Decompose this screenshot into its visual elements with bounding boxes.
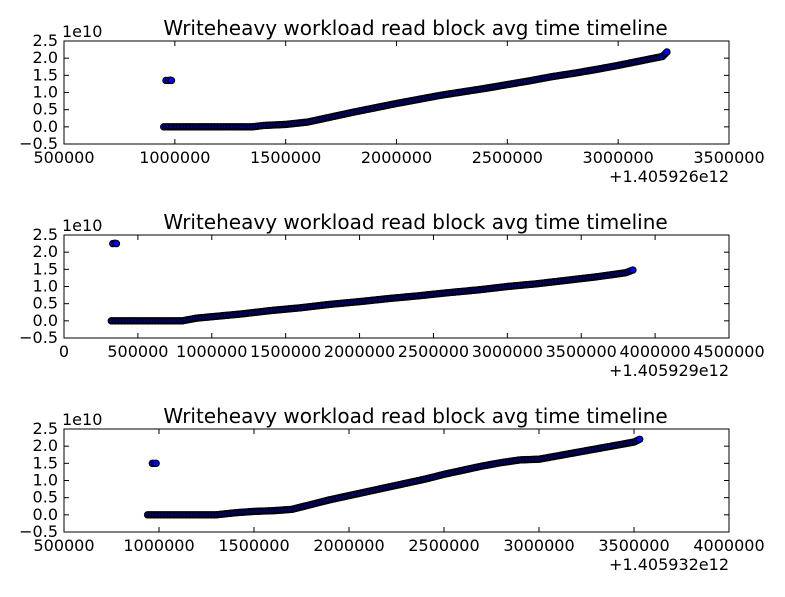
outlier-point — [152, 459, 160, 468]
y-tick-label: 2.5 — [33, 225, 58, 244]
x-tick-label: 3500000 — [546, 342, 617, 361]
y-tick-label: 0.5 — [33, 100, 58, 119]
chart-panel-3: Writeheavy workload read block avg time … — [19, 404, 764, 574]
x-tick-label: 2500000 — [408, 536, 479, 555]
x-tick-label: 2500000 — [472, 148, 543, 167]
x-tick-label: 3500000 — [693, 148, 764, 167]
x-tick-label: 3000000 — [472, 342, 543, 361]
x-tick-label: 1500000 — [250, 148, 321, 167]
x-tick-label: 2000000 — [361, 148, 432, 167]
y-tick-label: 0.0 — [33, 311, 58, 330]
x-offset-label: +1.405929e12 — [609, 361, 729, 380]
x-offset-label: +1.405932e12 — [609, 555, 729, 574]
data-point — [636, 435, 644, 443]
y-scale-label: 1e10 — [62, 410, 102, 429]
y-scale-label: 1e10 — [62, 22, 102, 41]
y-tick-label: 0.0 — [33, 505, 58, 524]
y-tick-label: 1.0 — [33, 83, 58, 102]
x-tick-label: 1000000 — [123, 536, 194, 555]
chart-title: Writeheavy workload read block avg time … — [163, 404, 667, 428]
outlier-point — [167, 76, 176, 85]
y-tick-label: 1.5 — [33, 453, 58, 472]
x-tick-label: 4500000 — [693, 342, 764, 361]
y-tick-label: −0.5 — [19, 328, 58, 347]
y-tick-label: 2.0 — [33, 242, 58, 261]
x-tick-label: 4000000 — [619, 342, 690, 361]
y-tick-label: 0.5 — [33, 294, 58, 313]
x-tick-label: 1500000 — [218, 536, 289, 555]
x-tick-label: 2000000 — [313, 536, 384, 555]
data-point — [629, 266, 637, 274]
chart-title: Writeheavy workload read block avg time … — [163, 210, 667, 234]
y-tick-label: −0.5 — [19, 522, 58, 541]
y-tick-label: 1.0 — [33, 471, 58, 490]
y-tick-label: 0.5 — [33, 488, 58, 507]
chart-panel-1: Writeheavy workload read block avg time … — [19, 16, 764, 186]
x-tick-label: 4000000 — [693, 536, 764, 555]
y-tick-label: 2.0 — [33, 48, 58, 67]
y-tick-label: 2.0 — [33, 436, 58, 455]
y-tick-label: 1.0 — [33, 277, 58, 296]
y-scale-label: 1e10 — [62, 216, 102, 235]
y-tick-label: 0.0 — [33, 117, 58, 136]
x-tick-label: 3000000 — [583, 148, 654, 167]
x-tick-label: 500000 — [33, 536, 94, 555]
y-tick-label: 1.5 — [33, 65, 58, 84]
x-tick-label: 3000000 — [503, 536, 574, 555]
y-tick-label: 2.5 — [33, 419, 58, 438]
y-tick-label: 1.5 — [33, 259, 58, 278]
chart-panel-2: Writeheavy workload read block avg time … — [19, 210, 764, 380]
x-tick-label: 1500000 — [250, 342, 321, 361]
data-point — [663, 48, 671, 56]
x-tick-label: 2500000 — [398, 342, 469, 361]
outlier-point — [112, 239, 121, 248]
x-offset-label: +1.405926e12 — [609, 167, 729, 186]
x-tick-label: 0 — [59, 342, 69, 361]
x-tick-label: 1000000 — [139, 148, 210, 167]
x-tick-label: 1000000 — [176, 342, 247, 361]
y-tick-label: 2.5 — [33, 31, 58, 50]
chart-title: Writeheavy workload read block avg time … — [163, 16, 667, 40]
y-tick-label: −0.5 — [19, 134, 58, 153]
x-tick-label: 500000 — [33, 148, 94, 167]
x-tick-label: 3500000 — [598, 536, 669, 555]
x-tick-label: 500000 — [107, 342, 168, 361]
x-tick-label: 2000000 — [324, 342, 395, 361]
